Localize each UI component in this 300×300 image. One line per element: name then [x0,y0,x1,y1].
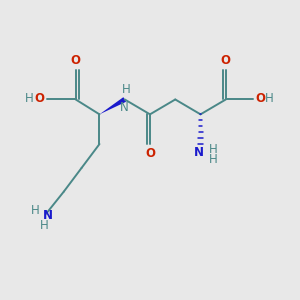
Text: O: O [221,54,231,68]
Text: O: O [34,92,44,105]
Text: O: O [71,54,81,68]
Text: O: O [256,92,266,105]
Text: H: H [40,219,49,232]
Text: H: H [25,92,34,105]
Text: O: O [145,147,155,160]
Text: N: N [120,101,129,114]
Text: H: H [31,204,40,218]
Polygon shape [100,97,126,114]
Text: N: N [194,146,204,159]
Text: N: N [43,209,52,222]
Text: H: H [209,143,218,156]
Text: H: H [265,92,274,105]
Text: H: H [122,83,130,96]
Text: H: H [209,153,218,166]
